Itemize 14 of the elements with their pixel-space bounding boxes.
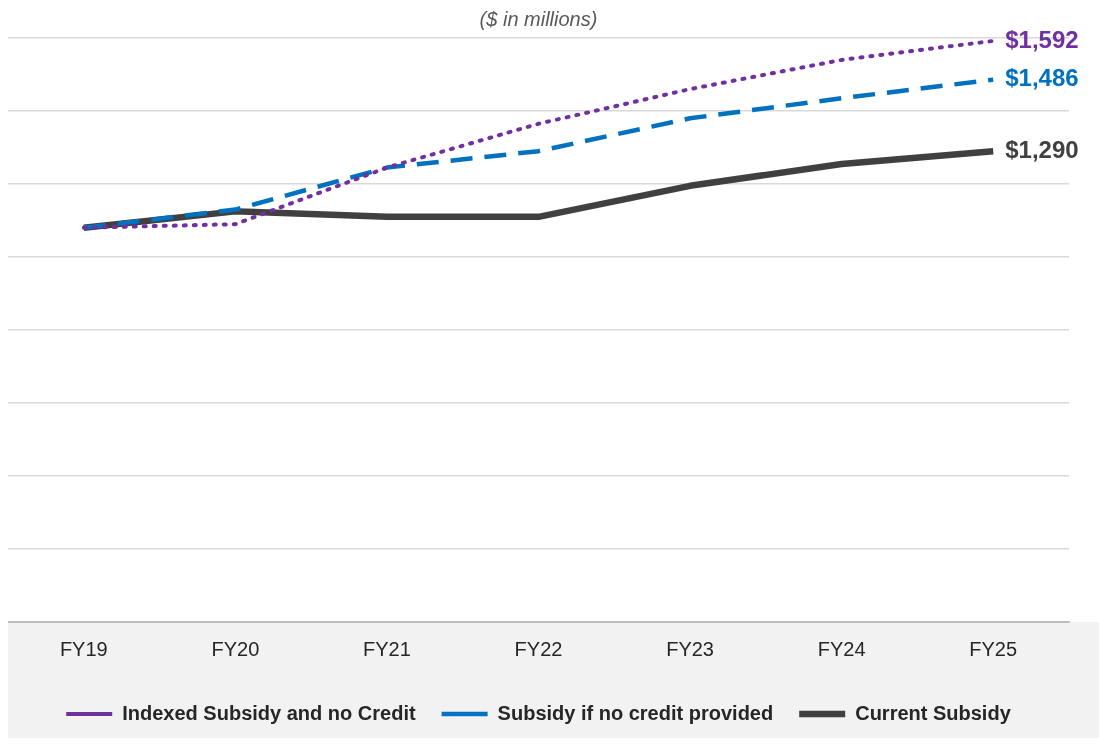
legend-label: Current Subsidy — [855, 701, 1012, 724]
x-tick-label: FY23 — [666, 637, 714, 660]
x-tick-label: FY24 — [817, 637, 866, 660]
x-tick-label: FY22 — [514, 637, 563, 660]
data-label: $1,290 — [1005, 135, 1079, 163]
legend-label: Subsidy if no credit provided — [497, 701, 774, 724]
chart-subtitle: ($ in millions) — [479, 7, 598, 30]
data-label: $1,486 — [1005, 64, 1079, 92]
legend-label: Indexed Subsidy and no Credit — [122, 701, 416, 724]
x-tick-label: FY20 — [211, 637, 260, 660]
x-tick-label: FY25 — [969, 637, 1018, 660]
data-label: $1,592 — [1005, 25, 1079, 53]
x-tick-label: FY19 — [59, 637, 108, 660]
x-tick-label: FY21 — [363, 637, 411, 660]
